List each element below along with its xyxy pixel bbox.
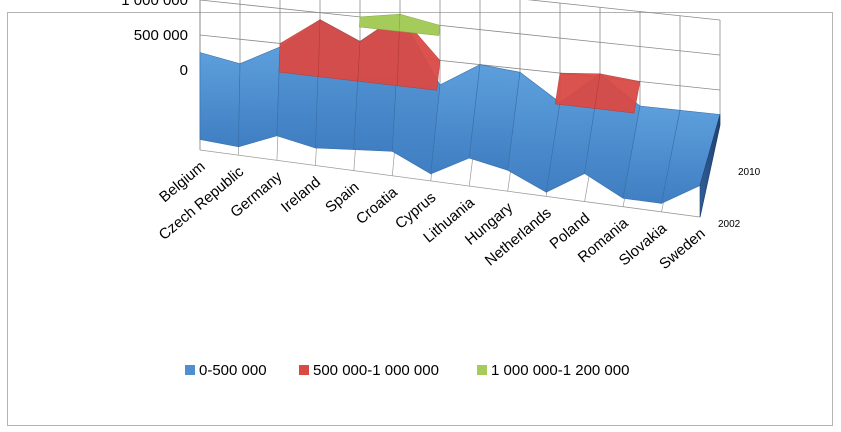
- surface-patch: [238, 46, 281, 148]
- depth-label: 2010: [738, 167, 761, 178]
- z-tick-label: 1 000 000: [121, 0, 188, 9]
- surface-band-high: [594, 73, 641, 114]
- surface-band-high: [397, 13, 441, 91]
- grid-line-back: [199, 0, 721, 56]
- surface-band-top: [398, 13, 441, 36]
- depth-label: 2002: [718, 219, 741, 230]
- legend-label: 500 000-1 000 000: [313, 362, 439, 379]
- legend-swatch: [299, 365, 309, 375]
- legend: 0-500 000 500 000-1 000 000 1 000 000-1 20…: [185, 362, 629, 379]
- legend-swatch: [477, 365, 487, 375]
- legend-label: 0-500 000: [199, 362, 267, 379]
- surface-band-high: [278, 19, 321, 77]
- grid-line-back: [527, 0, 721, 21]
- surface-area: [199, 13, 721, 218]
- legend-swatch: [185, 365, 195, 375]
- category-label: Ireland: [278, 174, 324, 217]
- category-label: Spain: [322, 179, 362, 217]
- surface-patch: [199, 52, 241, 148]
- surface-band-high: [318, 19, 361, 82]
- depth-axis-labels: 2010 2002: [718, 167, 761, 230]
- surface-band-top: [359, 13, 401, 32]
- z-tick-label: 0: [180, 62, 188, 79]
- surface-band-high: [554, 72, 601, 109]
- surface-side-face: [699, 114, 721, 218]
- z-tick-label: 500 000: [134, 27, 188, 44]
- legend-label: 1 000 000-1 200 000: [491, 362, 629, 379]
